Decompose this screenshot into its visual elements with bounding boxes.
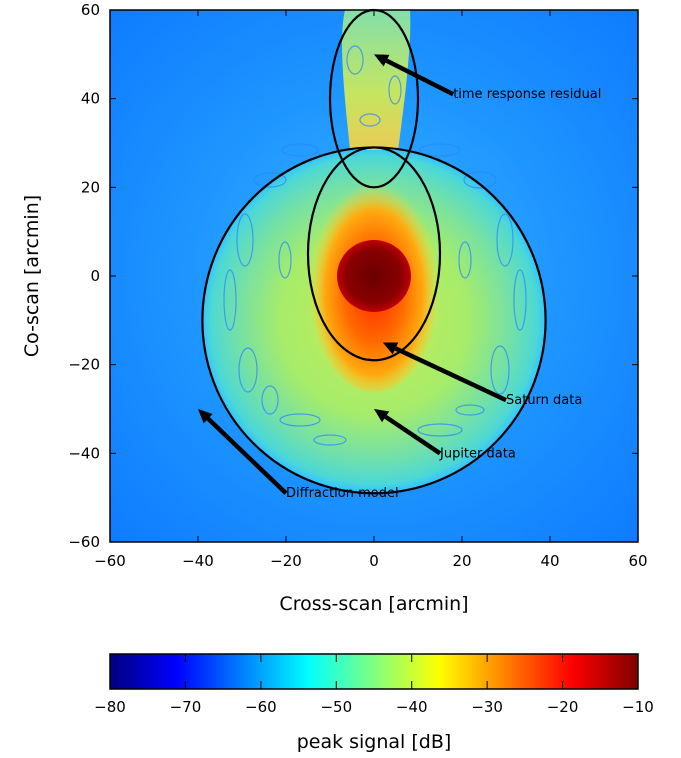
- colorbar-tick-label: −60: [245, 698, 277, 716]
- y-tick-label: 60: [81, 1, 100, 19]
- y-tick-label: 0: [90, 267, 100, 285]
- colorbar-tick-label: −30: [471, 698, 503, 716]
- colorbar-tick-label: −70: [170, 698, 202, 716]
- x-tick-label: 60: [628, 552, 647, 570]
- annotation-time-response-residual: time response residual: [453, 87, 601, 102]
- y-tick-label: −40: [68, 444, 100, 462]
- x-tick-label: 20: [452, 552, 471, 570]
- annotation-diffraction-model: Diffraction model: [286, 486, 399, 501]
- colorbar-tick-label: −80: [94, 698, 126, 716]
- heatmap-plume: [342, 10, 410, 150]
- colorbar: [110, 654, 638, 689]
- colorbar-tick-label: −20: [547, 698, 579, 716]
- y-tick-label: 20: [81, 178, 100, 196]
- colorbar-label: peak signal [dB]: [297, 731, 452, 753]
- y-tick-label: 40: [81, 90, 100, 108]
- x-tick-label: 40: [540, 552, 559, 570]
- y-tick-label: −20: [68, 356, 100, 374]
- x-tick-label: 0: [369, 552, 379, 570]
- y-tick-label: −60: [68, 533, 100, 551]
- x-tick-label: −40: [182, 552, 214, 570]
- y-axis-label: Co-scan [arcmin]: [21, 195, 43, 357]
- colorbar-tick-label: −40: [396, 698, 428, 716]
- x-axis-label: Cross-scan [arcmin]: [279, 593, 468, 615]
- annotation-saturn-data: Saturn data: [506, 393, 582, 408]
- x-tick-label: −60: [94, 552, 126, 570]
- x-tick-label: −20: [270, 552, 302, 570]
- heatmap-peak: [337, 240, 411, 312]
- colorbar-tick-label: −10: [622, 698, 654, 716]
- annotation-jupiter-data: Jupiter data: [439, 446, 516, 461]
- colorbar-tick-label: −50: [320, 698, 352, 716]
